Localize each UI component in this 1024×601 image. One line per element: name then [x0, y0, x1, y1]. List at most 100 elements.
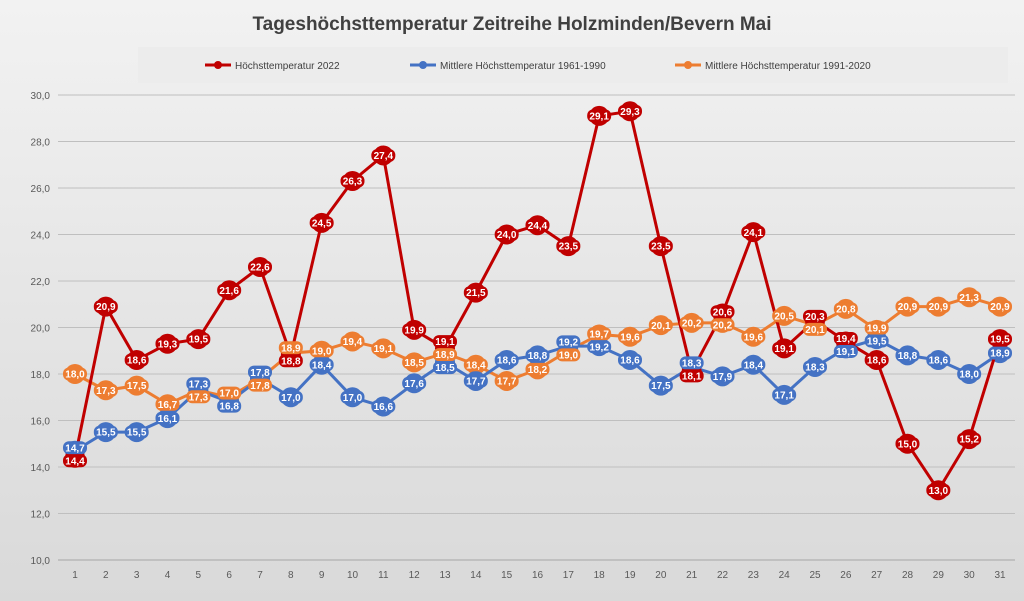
- data-label: 19,0: [559, 351, 579, 362]
- data-label-background: [186, 390, 211, 404]
- data-label-background: [772, 309, 797, 323]
- data-label-background: [371, 400, 396, 414]
- data-label: 19,1: [435, 337, 455, 348]
- data-label-background: [278, 354, 303, 368]
- x-tick-label: 13: [439, 570, 451, 581]
- data-label-background: [494, 374, 519, 388]
- data-label: 20,8: [836, 305, 856, 316]
- x-tick-label: 31: [994, 570, 1006, 581]
- x-tick-label: 23: [748, 570, 760, 581]
- x-tick-label: 27: [871, 570, 883, 581]
- data-label-background: [957, 290, 982, 304]
- data-label: 21,6: [219, 286, 239, 297]
- data-label: 23,5: [651, 242, 671, 253]
- data-label: 24,5: [312, 218, 332, 229]
- data-label: 18,3: [805, 363, 825, 374]
- data-label: 17,7: [466, 377, 486, 388]
- data-label: 20,9: [990, 302, 1010, 313]
- data-label-background: [988, 346, 1012, 360]
- data-label: 18,4: [466, 360, 486, 371]
- data-label-background: [463, 358, 488, 372]
- data-label: 20,9: [96, 302, 116, 313]
- data-label: 21,5: [466, 288, 486, 299]
- data-label: 20,1: [805, 325, 825, 336]
- data-label-background: [309, 216, 334, 230]
- data-label: 15,0: [898, 439, 918, 450]
- data-label-background: [895, 300, 920, 314]
- data-label-background: [988, 300, 1012, 314]
- data-label-background: [833, 344, 858, 358]
- data-label: 17,7: [497, 377, 517, 388]
- data-label: 18,1: [682, 371, 702, 382]
- y-tick-label: 12,0: [31, 510, 51, 521]
- data-label-background: [679, 369, 704, 383]
- data-label-background: [864, 334, 889, 348]
- y-tick-label: 18,0: [31, 370, 51, 381]
- data-label: 19,4: [836, 334, 856, 345]
- x-tick-label: 17: [563, 570, 575, 581]
- data-label: 19,5: [990, 335, 1010, 346]
- data-label-background: [772, 341, 797, 355]
- data-label-background: [463, 286, 488, 300]
- x-tick-label: 25: [809, 570, 821, 581]
- data-label-background: [217, 386, 242, 400]
- data-label-background: [433, 361, 457, 375]
- data-label: 16,7: [158, 400, 178, 411]
- data-label: 19,2: [559, 338, 579, 349]
- data-label: 17,0: [343, 393, 363, 404]
- data-label: 23,5: [559, 242, 579, 253]
- data-label: 19,1: [774, 344, 794, 355]
- data-label-background: [494, 353, 519, 367]
- data-label-background: [957, 432, 982, 446]
- data-label: 18,6: [867, 356, 887, 367]
- legend-swatch-marker: [419, 61, 427, 69]
- y-tick-label: 26,0: [31, 184, 51, 195]
- data-label-background: [679, 316, 704, 330]
- data-label: 13,0: [929, 486, 949, 497]
- data-label-background: [864, 353, 889, 367]
- x-tick-label: 12: [409, 570, 421, 581]
- data-label: 20,3: [805, 312, 825, 323]
- x-tick-label: 15: [501, 570, 513, 581]
- data-label-background: [587, 109, 612, 123]
- data-label: 20,6: [713, 307, 733, 318]
- data-label-background: [340, 174, 365, 188]
- x-tick-label: 10: [347, 570, 359, 581]
- data-label: 18,8: [528, 351, 548, 362]
- data-label-background: [463, 374, 488, 388]
- y-tick-label: 30,0: [31, 91, 51, 102]
- data-label-background: [93, 383, 118, 397]
- data-label-background: [340, 390, 365, 404]
- data-label-background: [248, 260, 272, 274]
- legend-label: Mittlere Höchsttemperatur 1961-1990: [440, 61, 606, 72]
- x-tick-label: 30: [964, 570, 976, 581]
- data-label: 19,3: [158, 339, 178, 350]
- x-tick-label: 9: [319, 570, 325, 581]
- y-tick-label: 28,0: [31, 138, 51, 149]
- data-label-background: [217, 283, 242, 297]
- data-label-background: [93, 300, 118, 314]
- data-label-background: [648, 379, 673, 393]
- data-label-background: [587, 327, 612, 341]
- data-label: 18,9: [990, 349, 1010, 360]
- data-label-background: [618, 104, 642, 118]
- data-label-background: [371, 148, 396, 162]
- y-tick-label: 14,0: [31, 463, 51, 474]
- data-label: 18,5: [404, 358, 424, 369]
- data-label-background: [926, 300, 951, 314]
- data-label-background: [803, 309, 827, 323]
- data-label: 19,1: [836, 347, 856, 358]
- data-label-background: [618, 330, 642, 344]
- data-label-background: [926, 353, 951, 367]
- data-label: 19,1: [374, 344, 394, 355]
- data-label: 18,4: [312, 360, 332, 371]
- data-label-background: [895, 437, 920, 451]
- data-label-background: [741, 225, 766, 239]
- data-label-background: [525, 362, 550, 376]
- data-label-background: [217, 399, 242, 413]
- data-label: 22,6: [250, 263, 270, 274]
- data-label-background: [93, 425, 118, 439]
- x-tick-label: 24: [779, 570, 791, 581]
- x-tick-label: 1: [72, 570, 78, 581]
